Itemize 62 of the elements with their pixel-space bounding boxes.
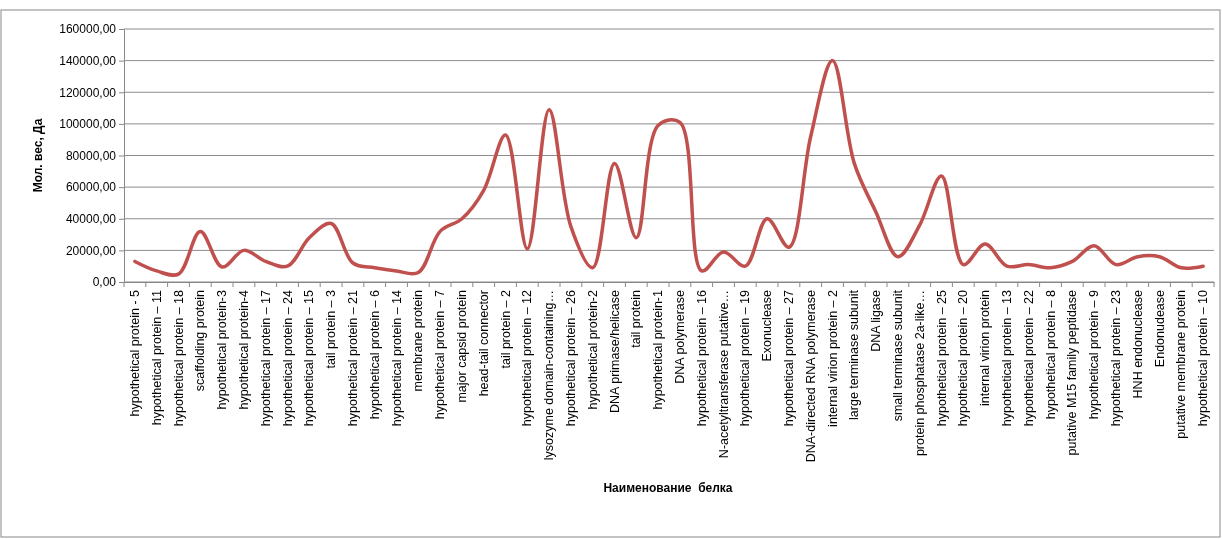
x-tick-label: hypothetical protein – 9 [1087, 289, 1102, 420]
x-tick-label: hypothetical protein – 17 [258, 289, 273, 427]
y-tick-label: 60000,00 [65, 180, 117, 195]
x-tick-label: head-tail connector [476, 290, 491, 397]
x-tick-label: putative M15 family peptidase [1065, 289, 1080, 456]
line-series [133, 58, 1205, 276]
x-tick-label: hypothetical protein - 5 [127, 289, 142, 417]
x-tick-label: hypothetical protein – 12 [520, 289, 535, 427]
y-tick-label: 40000,00 [65, 212, 117, 227]
x-tick-label: DNA primase/helicase [607, 289, 622, 413]
y-tick-label: 140000,00 [59, 53, 117, 68]
x-tick-label: hypothetical protein-2 [585, 289, 600, 410]
x-axis-title: Наименование белка [603, 481, 733, 496]
x-tick-label: small terminase subunit [890, 289, 905, 422]
x-tick-label: hypothetical protein-4 [236, 289, 251, 410]
x-tick-label: tail protein – 2 [498, 289, 513, 369]
x-tick-label: putative membrane protein [1174, 289, 1189, 439]
x-tick-label: scaffolding protein [193, 289, 208, 392]
x-tick-label: DNA-directed RNA polymerase [803, 289, 818, 463]
x-tick-label: hypothetical protein – 14 [389, 289, 404, 427]
x-tick-label: hypothetical protein – 18 [171, 289, 186, 427]
x-tick-label: protein phosphatase 2a-like… [912, 290, 927, 457]
x-tick-label: major capsid protein [454, 289, 469, 403]
x-tick-label: large terminase subunit [847, 289, 862, 420]
y-tick-label: 20000,00 [65, 243, 117, 258]
x-tick-label: hypothetical protein – 27 [781, 289, 796, 427]
y-axis-title: Мол. вес, Да [31, 118, 45, 193]
x-tick-label: hypothetical protein – 25 [934, 289, 949, 427]
x-tick-label: DNA ligase [869, 289, 884, 352]
x-tick-label: hypothetical protein – 11 [149, 289, 164, 426]
x-tick-label: hypothetical protein – 23 [1108, 289, 1123, 427]
x-tick-label: hypothetical protein – 26 [563, 289, 578, 427]
x-tick-label: N-acetyltransferase putative… [716, 290, 731, 459]
x-tick-label: hypothetical protein – 7 [433, 289, 448, 420]
x-tick-label: hypothetical protein – 20 [956, 289, 971, 427]
y-tick-label: 160000,00 [59, 22, 117, 37]
y-tick-label: 80000,00 [65, 148, 117, 163]
x-tick-label: hypothetical protein – 15 [302, 289, 317, 427]
x-tick-label: hypothetical protein – 8 [1043, 289, 1058, 420]
x-tick-label: hypothetical protein – 6 [367, 289, 382, 420]
x-tick-label: Exonuclease [760, 289, 775, 362]
x-tick-label: hypothetical protein-1 [651, 289, 666, 410]
y-tick-label: 120000,00 [59, 85, 117, 100]
x-tick-label: Endonudease [1152, 289, 1167, 368]
x-tick-label: hypothetical protein – 22 [1021, 289, 1036, 427]
x-tick-label: DNA polymerase [672, 289, 687, 384]
x-tick-label: tail protein – 3 [324, 289, 339, 369]
x-tick-label: membrane protein [411, 289, 426, 392]
x-tick-label: internal virion protein – 2 [825, 289, 840, 427]
x-tick-label: hypothetical protein-3 [215, 289, 230, 410]
x-tick-label: hypothetical protein – 21 [345, 289, 360, 427]
x-tick-label: hypothetical protein – 19 [738, 289, 753, 427]
x-tick-label: hypothetical protein – 13 [999, 289, 1014, 427]
x-tick-label: hypothetical protein – 10 [1196, 289, 1211, 427]
x-tick-label: lysozyme domain-containing… [542, 290, 557, 461]
x-tick-label: HNH endonuclease [1130, 289, 1145, 399]
x-tick-label: hypothetical protein – 24 [280, 289, 295, 427]
y-tick-label: 100000,00 [59, 117, 117, 132]
x-tick-label: hypothetical protein – 16 [694, 289, 709, 427]
y-tick-label: 0,00 [92, 275, 117, 290]
x-tick-label: internal virion protein [978, 289, 993, 407]
x-tick-label: tail protein [629, 289, 644, 348]
